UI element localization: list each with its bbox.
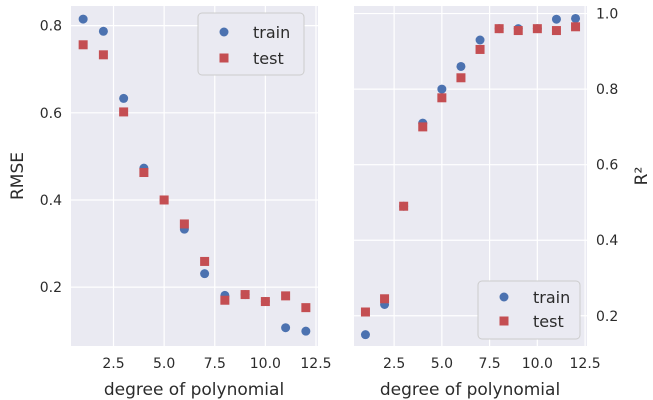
rmse-test-point xyxy=(179,219,189,229)
rmse-test-point xyxy=(98,50,108,60)
rmse-legend-train-marker xyxy=(219,27,229,37)
r2-x-tick-label: 7.5 xyxy=(478,356,500,372)
rmse-train-point xyxy=(301,326,311,336)
r2-train-point xyxy=(475,35,485,45)
r2-legend-test-marker xyxy=(499,316,509,326)
rmse-legend-train-label: train xyxy=(253,23,290,42)
rmse-x-tick-label: 7.5 xyxy=(204,356,226,372)
r2-test-point xyxy=(360,307,370,317)
rmse-train-point xyxy=(281,323,291,333)
r2-train-point xyxy=(360,330,370,340)
rmse-x-tick-label: 2.5 xyxy=(102,356,124,372)
rmse-test-point xyxy=(78,40,88,50)
r2-legend-train-label: train xyxy=(533,288,570,307)
rmse-x-tick-label: 5.0 xyxy=(153,356,175,372)
r2-x-axis-label: degree of polynomial xyxy=(380,380,560,400)
r2-x-tick-label: 2.5 xyxy=(383,356,405,372)
r2-y-tick-label: 0.6 xyxy=(596,158,618,174)
rmse-test-point xyxy=(200,256,210,266)
r2-test-point xyxy=(456,73,466,83)
r2-test-point xyxy=(532,24,542,34)
r2-y-axis-label: R² xyxy=(632,167,652,186)
r2-test-point xyxy=(494,24,504,34)
r2-test-point xyxy=(437,93,447,103)
r2-test-point xyxy=(513,26,523,36)
rmse-train-point xyxy=(98,26,108,36)
rmse-test-point xyxy=(260,297,270,307)
rmse-x-axis-label: degree of polynomial xyxy=(104,380,284,400)
rmse-x-tick-label: 12.5 xyxy=(300,356,331,372)
r2-y-tick-label: 0.4 xyxy=(596,233,618,249)
rmse-tick-labels: 2.5 5.0 7.5 10.0 12.5 0.2 0.4 0.6 0.8 xyxy=(40,19,332,372)
r2-tick-labels: 2.5 5.0 7.5 10.0 12.5 0.2 0.4 0.6 0.8 1.0 xyxy=(383,7,618,372)
rmse-test-point xyxy=(220,295,230,305)
r2-y-tick-label: 0.8 xyxy=(596,82,618,98)
r2-points xyxy=(360,13,581,340)
r2-test-point xyxy=(399,201,409,211)
rmse-y-tick-label: 0.6 xyxy=(40,106,62,122)
rmse-test-point xyxy=(240,290,250,300)
r2-test-point xyxy=(551,26,561,36)
rmse-chart: 2.5 5.0 7.5 10.0 12.5 0.2 0.4 0.6 0.8 degree of … xyxy=(8,6,332,400)
r2-x-tick-label: 12.5 xyxy=(570,356,601,372)
r2-train-point xyxy=(456,61,466,71)
rmse-legend-test-marker xyxy=(219,53,229,63)
r2-test-point xyxy=(418,122,428,132)
rmse-train-point xyxy=(119,93,129,103)
rmse-train-point xyxy=(78,14,88,24)
r2-test-point xyxy=(380,294,390,304)
r2-train-point xyxy=(551,14,561,24)
r2-test-point xyxy=(475,44,485,54)
rmse-train-point xyxy=(200,269,210,279)
r2-train-point xyxy=(571,13,581,23)
rmse-y-tick-label: 0.8 xyxy=(40,19,62,35)
rmse-y-tick-label: 0.4 xyxy=(40,193,62,209)
r2-y-tick-label: 1.0 xyxy=(596,7,618,23)
r2-test-point xyxy=(571,22,581,32)
rmse-test-point xyxy=(281,291,291,301)
rmse-y-tick-label: 0.2 xyxy=(40,280,62,296)
r2-chart: 2.5 5.0 7.5 10.0 12.5 0.2 0.4 0.6 0.8 1.0 degree … xyxy=(354,6,652,400)
r2-y-tick-label: 0.2 xyxy=(596,309,618,325)
rmse-legend: train test xyxy=(197,12,305,76)
r2-x-tick-label: 5.0 xyxy=(431,356,453,372)
rmse-test-point xyxy=(119,107,129,117)
rmse-points xyxy=(78,14,311,336)
r2-x-tick-label: 10.0 xyxy=(522,356,553,372)
rmse-y-axis-label: RMSE xyxy=(8,152,28,200)
rmse-test-point xyxy=(159,195,169,205)
r2-train-point xyxy=(437,84,447,94)
rmse-x-tick-label: 10.0 xyxy=(250,356,281,372)
rmse-legend-test-label: test xyxy=(253,49,284,68)
r2-legend-test-label: test xyxy=(533,312,564,331)
r2-legend: train test xyxy=(477,280,581,340)
rmse-test-point xyxy=(301,303,311,313)
rmse-test-point xyxy=(139,168,149,178)
r2-legend-train-marker xyxy=(499,292,509,302)
